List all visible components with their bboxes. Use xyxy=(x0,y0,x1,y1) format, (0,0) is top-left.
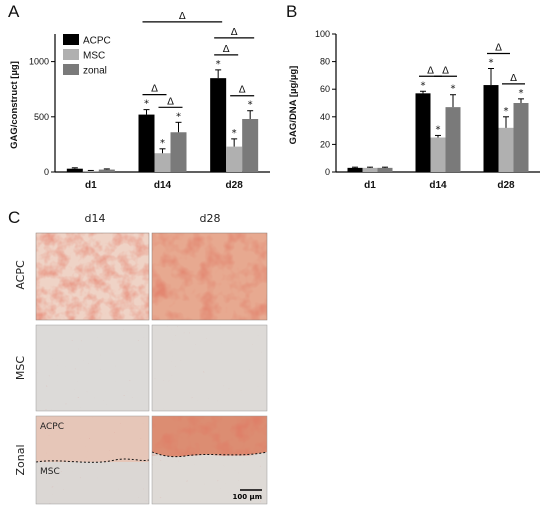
b-delta-symbol: Δ xyxy=(427,65,434,76)
micrograph-zonal-d28: 100 µm xyxy=(151,415,268,505)
a-ytick-label: 1000 xyxy=(29,57,49,67)
b-ytick-label: 0 xyxy=(325,167,330,177)
chart-a-ylabel: GAG/construct [µg] xyxy=(9,61,20,149)
b-delta-symbol: Δ xyxy=(442,65,449,76)
a-bar-zonal-d14 xyxy=(170,132,187,172)
legend-swatch-acpc xyxy=(63,34,79,45)
b-significance-star: * xyxy=(504,106,509,117)
b-ytick-label: 100 xyxy=(315,29,330,39)
a-bar-acpc-d1 xyxy=(66,168,83,172)
legend-label-zonal: zonal xyxy=(83,66,107,77)
a-bar-acpc-d28 xyxy=(210,78,227,172)
histology-col-d14: d14 xyxy=(85,212,106,225)
chart-a-legend: ACPC MSC zonal xyxy=(63,34,111,77)
b-delta-symbol: Δ xyxy=(495,43,502,54)
a-bar-msc-d1 xyxy=(82,170,99,172)
a-bar-msc-d28 xyxy=(226,146,243,172)
zonal-acpc-label: ACPC xyxy=(40,422,64,432)
a-delta-symbol: Δ xyxy=(223,44,230,55)
b-ytick-label: 40 xyxy=(320,112,330,122)
b-bar-acpc-d28 xyxy=(483,85,499,172)
micrograph-msc-d28 xyxy=(151,324,268,412)
histology-row-acpc: ACPC xyxy=(14,260,27,290)
legend-swatch-zonal xyxy=(63,64,79,75)
histology-row-zonal: Zonal xyxy=(14,444,27,475)
a-significance-star: * xyxy=(248,100,253,111)
b-category-label: d1 xyxy=(364,180,376,191)
b-bar-zonal-d28 xyxy=(513,103,529,172)
micrograph-acpc-d28 xyxy=(151,232,268,321)
a-bar-zonal-d28 xyxy=(242,119,259,172)
b-bar-zonal-d14 xyxy=(445,107,461,172)
chart-a: 0 500 1000 d1 d14 d28 GAG/construct [µg] * * *… xyxy=(9,11,270,191)
b-bar-msc-d28 xyxy=(498,127,514,172)
scale-bar-label: 100 µm xyxy=(233,493,263,501)
b-significance-star: * xyxy=(436,124,441,135)
a-delta-symbol: Δ xyxy=(231,27,238,38)
b-bar-msc-d14 xyxy=(430,137,446,172)
histology-col-d28: d28 xyxy=(200,212,221,225)
zonal-msc-label: MSC xyxy=(40,467,60,477)
a-significance-star: * xyxy=(232,128,237,139)
a-bar-acpc-d14 xyxy=(138,114,155,172)
b-ytick-label: 60 xyxy=(320,84,330,94)
histology-row-msc: MSC xyxy=(14,356,27,380)
a-significance-star: * xyxy=(144,99,149,110)
micrograph-zonal-d14: ACPC MSC xyxy=(35,415,150,505)
a-delta-symbol: Δ xyxy=(239,85,246,96)
a-delta-symbol: Δ xyxy=(179,11,186,22)
a-significance-star: * xyxy=(176,111,181,122)
a-ytick-label: 0 xyxy=(44,167,49,177)
panel-label-b: B xyxy=(286,2,298,21)
a-category-label: d28 xyxy=(226,180,244,191)
b-significance-star: * xyxy=(519,88,524,99)
b-significance-star: * xyxy=(489,58,494,69)
b-category-label: d28 xyxy=(497,180,515,191)
b-bar-zonal-d1 xyxy=(377,167,393,172)
legend-label-acpc: ACPC xyxy=(83,36,111,47)
a-significance-star: * xyxy=(216,59,221,70)
histology-panel: d14 d28 ACPC MSC Zonal xyxy=(14,212,268,505)
b-bar-acpc-d1 xyxy=(347,167,363,172)
chart-b: 0 20 40 60 80 100 d1 d14 d28 GAG/DNA [µg/µg] * *… xyxy=(288,29,540,191)
chart-b-ylabel: GAG/DNA [µg/µg] xyxy=(288,66,299,145)
b-category-label: d14 xyxy=(429,180,447,191)
b-delta-symbol: Δ xyxy=(510,73,517,84)
a-bar-msc-d14 xyxy=(154,153,171,172)
b-bar-acpc-d14 xyxy=(415,93,431,172)
a-significance-star: * xyxy=(160,138,165,149)
legend-swatch-msc xyxy=(63,49,79,60)
a-delta-symbol: Δ xyxy=(167,96,174,107)
b-bar-msc-d1 xyxy=(362,167,378,172)
b-significance-star: * xyxy=(421,80,426,91)
b-significance-star: * xyxy=(451,84,456,95)
micrograph-msc-d14 xyxy=(35,324,150,412)
panel-label-c: C xyxy=(8,208,21,227)
legend-label-msc: MSC xyxy=(83,51,105,62)
a-delta-symbol: Δ xyxy=(151,84,158,95)
a-category-label: d14 xyxy=(154,180,172,191)
a-ytick-label: 500 xyxy=(34,112,49,122)
a-bar-zonal-d1 xyxy=(98,169,115,172)
b-ytick-label: 20 xyxy=(320,139,330,149)
panel-label-a: A xyxy=(8,2,20,21)
micrograph-acpc-d14 xyxy=(35,232,150,321)
b-ytick-label: 80 xyxy=(320,57,330,67)
a-category-label: d1 xyxy=(85,180,97,191)
